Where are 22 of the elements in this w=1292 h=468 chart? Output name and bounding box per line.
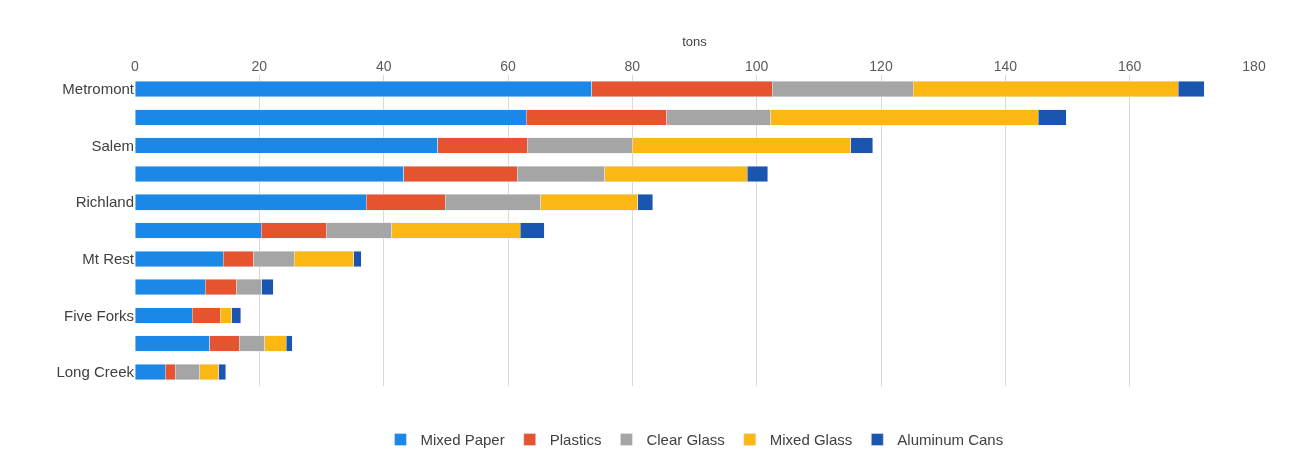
x-tick-label: 100 [744, 58, 769, 75]
y-tick-label: Five Forks [63, 306, 134, 324]
x-tick-label: 140 [993, 58, 1018, 75]
x-tick-label: 160 [1117, 58, 1142, 75]
y-tick-label: Long Creek [56, 363, 135, 381]
x-tick-label: 20 [251, 58, 268, 75]
legend-label: Mixed Paper [420, 431, 505, 449]
legend-label: Plastics [549, 431, 602, 449]
y-tick-label: Salem [91, 136, 134, 154]
legend-label: Aluminum Cans [897, 431, 1004, 449]
y-tick-label: Metromont [62, 80, 135, 98]
y-tick-label: Richland [75, 193, 134, 211]
y-tick-label: Mt Rest [82, 250, 135, 268]
x-tick-label: 60 [500, 58, 516, 75]
x-tick-label: 0 [131, 58, 140, 75]
x-tick-label: 80 [624, 58, 641, 75]
x-axis-title: tons [682, 34, 708, 50]
legend-label: Mixed Glass [769, 431, 853, 449]
legend-label: Clear Glass [646, 431, 725, 449]
x-tick-label: 40 [375, 58, 392, 75]
x-tick-label: 120 [869, 58, 893, 75]
x-tick-label: 180 [1242, 58, 1266, 75]
